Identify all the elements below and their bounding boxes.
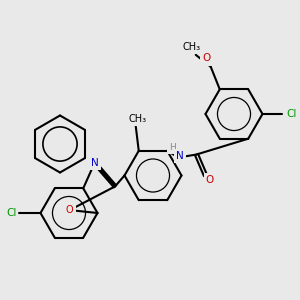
Text: O: O <box>202 53 210 63</box>
Text: CH₃: CH₃ <box>182 42 200 52</box>
Text: O: O <box>66 205 74 215</box>
Text: Cl: Cl <box>6 208 16 218</box>
Text: N: N <box>91 158 98 168</box>
Text: N: N <box>176 151 184 161</box>
Text: O: O <box>206 175 214 185</box>
Text: CH₃: CH₃ <box>128 114 146 124</box>
Text: Cl: Cl <box>286 109 297 119</box>
Text: H: H <box>169 142 176 152</box>
